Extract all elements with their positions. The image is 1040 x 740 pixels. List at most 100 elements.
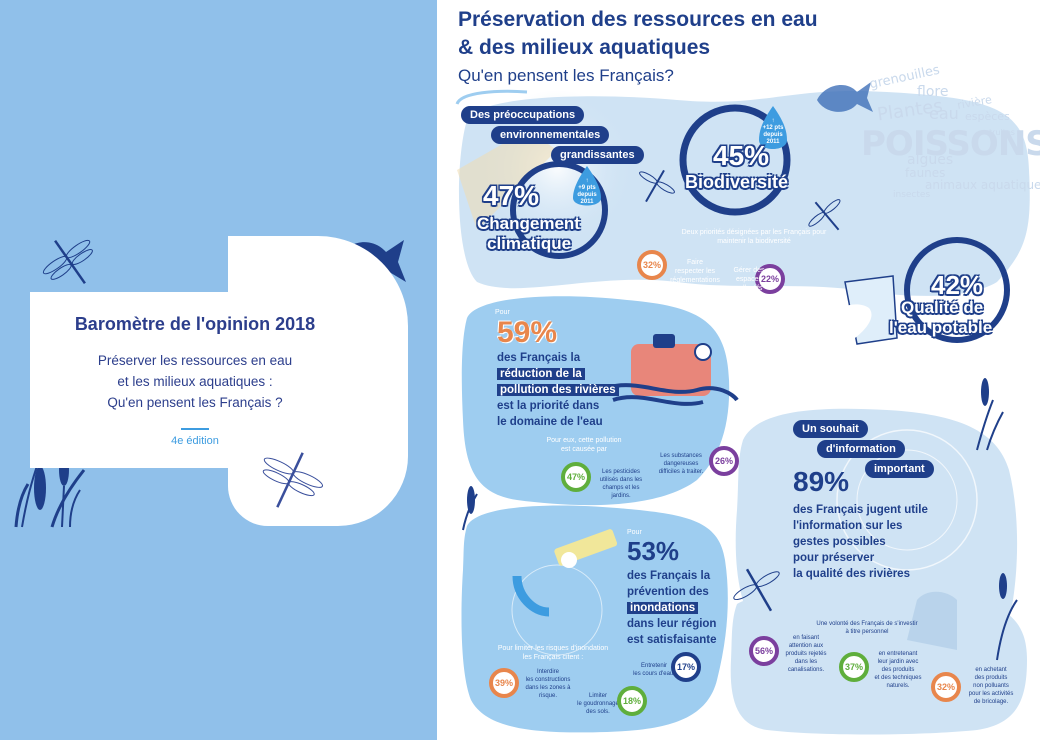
biodiv-item1-text: Faire respecter les réglementations [669,258,721,285]
cover-edition: 4e édition [171,435,219,447]
item-text: non polluants [973,683,1009,689]
text-line: inondations [627,602,699,614]
item-text: utilisés dans les [599,477,643,483]
water-drop-icon [573,106,787,206]
item-text: des sols. [586,709,610,715]
text-line: des Français la [627,570,711,582]
text-line: l'information sur les [793,520,903,532]
infographic: Préservation des ressources en eau & des… [437,0,1040,740]
text-line: réduction de la [497,368,585,380]
badge-56: 56% [749,636,779,666]
badge-17: 17% [671,652,701,682]
text-line: gestes possibles [793,536,886,548]
item-text: en entretenant [878,651,918,657]
floods-caption: Pour limiter les risques d'inondation le… [473,644,633,662]
word: POISSONS [861,124,1040,164]
cover-subtitle: Préserver les ressources en eau et les m… [30,350,360,413]
badge-32: 32% [637,250,667,280]
text-line: dans leur région [627,618,717,630]
badge-39: 39% [489,668,519,698]
jerrycan-icon [606,334,739,406]
item-text: des produits [881,667,915,673]
information-text: des Français jugent utile l'information … [793,502,973,582]
information-pill: d'information [817,440,905,458]
item-text: Les pesticides [601,469,641,475]
text-line: le domaine de l'eau [497,416,603,428]
item-text: dans les [794,659,818,665]
item-text: de bricolage. [973,699,1009,705]
item-text: les constructions [525,677,571,683]
badge-37: 37% [839,652,869,682]
item-text: pour les activités [968,691,1014,697]
item-text: respecter les [674,268,716,275]
fish-icon [817,82,873,112]
item-text: espaces collectifs [735,276,763,292]
text-line: des Français la [497,352,581,364]
information-pill: Un souhait [793,420,868,438]
cover-subtitle-line: et les milieux aquatiques : [117,374,273,389]
cover-title: Baromètre de l'opinion 2018 [74,314,316,334]
information-pill: important [865,460,934,478]
text-line: pour préserver [793,552,875,564]
word: algues [907,152,954,168]
text-line: est satisfaisante [627,634,717,646]
biodiversity-label: Biodiversité [685,172,789,192]
information-caption: Une volonté des Français de s'investir à… [787,620,947,636]
information-item1-text: en faisant attention aux produits rejeté… [781,634,831,674]
item-text: les cours d'eau. [633,671,675,677]
word: insectes [893,190,931,200]
infographic-title-line2: & des milieux aquatiques [458,36,711,59]
word: animaux aquatiques [925,178,1040,192]
item-text: réglementations [670,277,720,284]
cover-subtitle-line: Préserver les ressources en eau [97,353,293,368]
badge-22: 22% [755,264,785,294]
badge-47: 47% [561,462,591,492]
item-text: difficiles à traiter. [658,469,704,475]
biodiversity-percentage: 45% [713,140,770,171]
water-quality-label: Qualité de [901,298,984,317]
item-text: Gérer des [733,267,765,274]
text-line: pollution des rivières [497,384,619,396]
item-text: Interdire [536,669,559,675]
item-text: Faire [687,259,703,266]
item-text: Les substances [660,453,702,459]
text-line: des Français jugent utile [793,504,928,516]
arrow-up-icon: ↑ [585,178,589,184]
badge-32b: 32% [931,672,961,702]
word: truites [989,128,1015,137]
drop-text: +12 pts [762,125,784,131]
floods-percentage: 53% [627,536,680,566]
dragonfly-icon [639,169,675,203]
preoccupations-pill: environnementales [491,126,610,144]
pollution-text: des Français la réduction de la pollutio… [497,350,637,430]
word: espèces [965,110,1010,123]
text-line: prévention des [627,586,709,598]
badge-26: 26% [709,446,739,476]
climate-percentage: 47% [483,180,540,211]
item-text: en faisant [792,635,820,641]
text-line: est la priorité dans [497,400,600,412]
water-quality-percentage: 42% [931,270,984,300]
cover-page: Baromètre de l'opinion 2018 Préserver le… [0,0,437,740]
item-text: Limiter [588,693,607,699]
word: eau [929,104,959,123]
pollution-caption: Pour eux, cette pollution est causée par [529,436,639,454]
climate-label: Changement [477,214,580,233]
drop-text: depuis [763,132,783,138]
floods-item2-text: Entretenir les cours d'eau. [629,662,679,678]
item-text: le goudronnage [577,701,619,707]
information-item2-text: en entretenant leur jardin avec des prod… [871,650,925,690]
caption-line: Deux priorités désignées par les Françai… [681,229,827,236]
item-text: canalisations. [787,667,825,673]
dragonfly-icon [42,239,93,285]
pollution-pour: Pour [495,309,510,316]
item-text: et des techniques [874,675,922,681]
item-text: attention aux [788,643,824,649]
drop-text: 2011 [766,139,780,145]
cover-card: Baromètre de l'opinion 2018 Préserver le… [30,292,360,468]
drop-text: depuis [577,192,597,198]
caption-line: Pour eux, cette pollution [546,437,622,444]
arrow-up-icon: ↑ [771,118,775,124]
item-text: dans les zones à [525,685,571,691]
hand-icon [907,591,957,650]
